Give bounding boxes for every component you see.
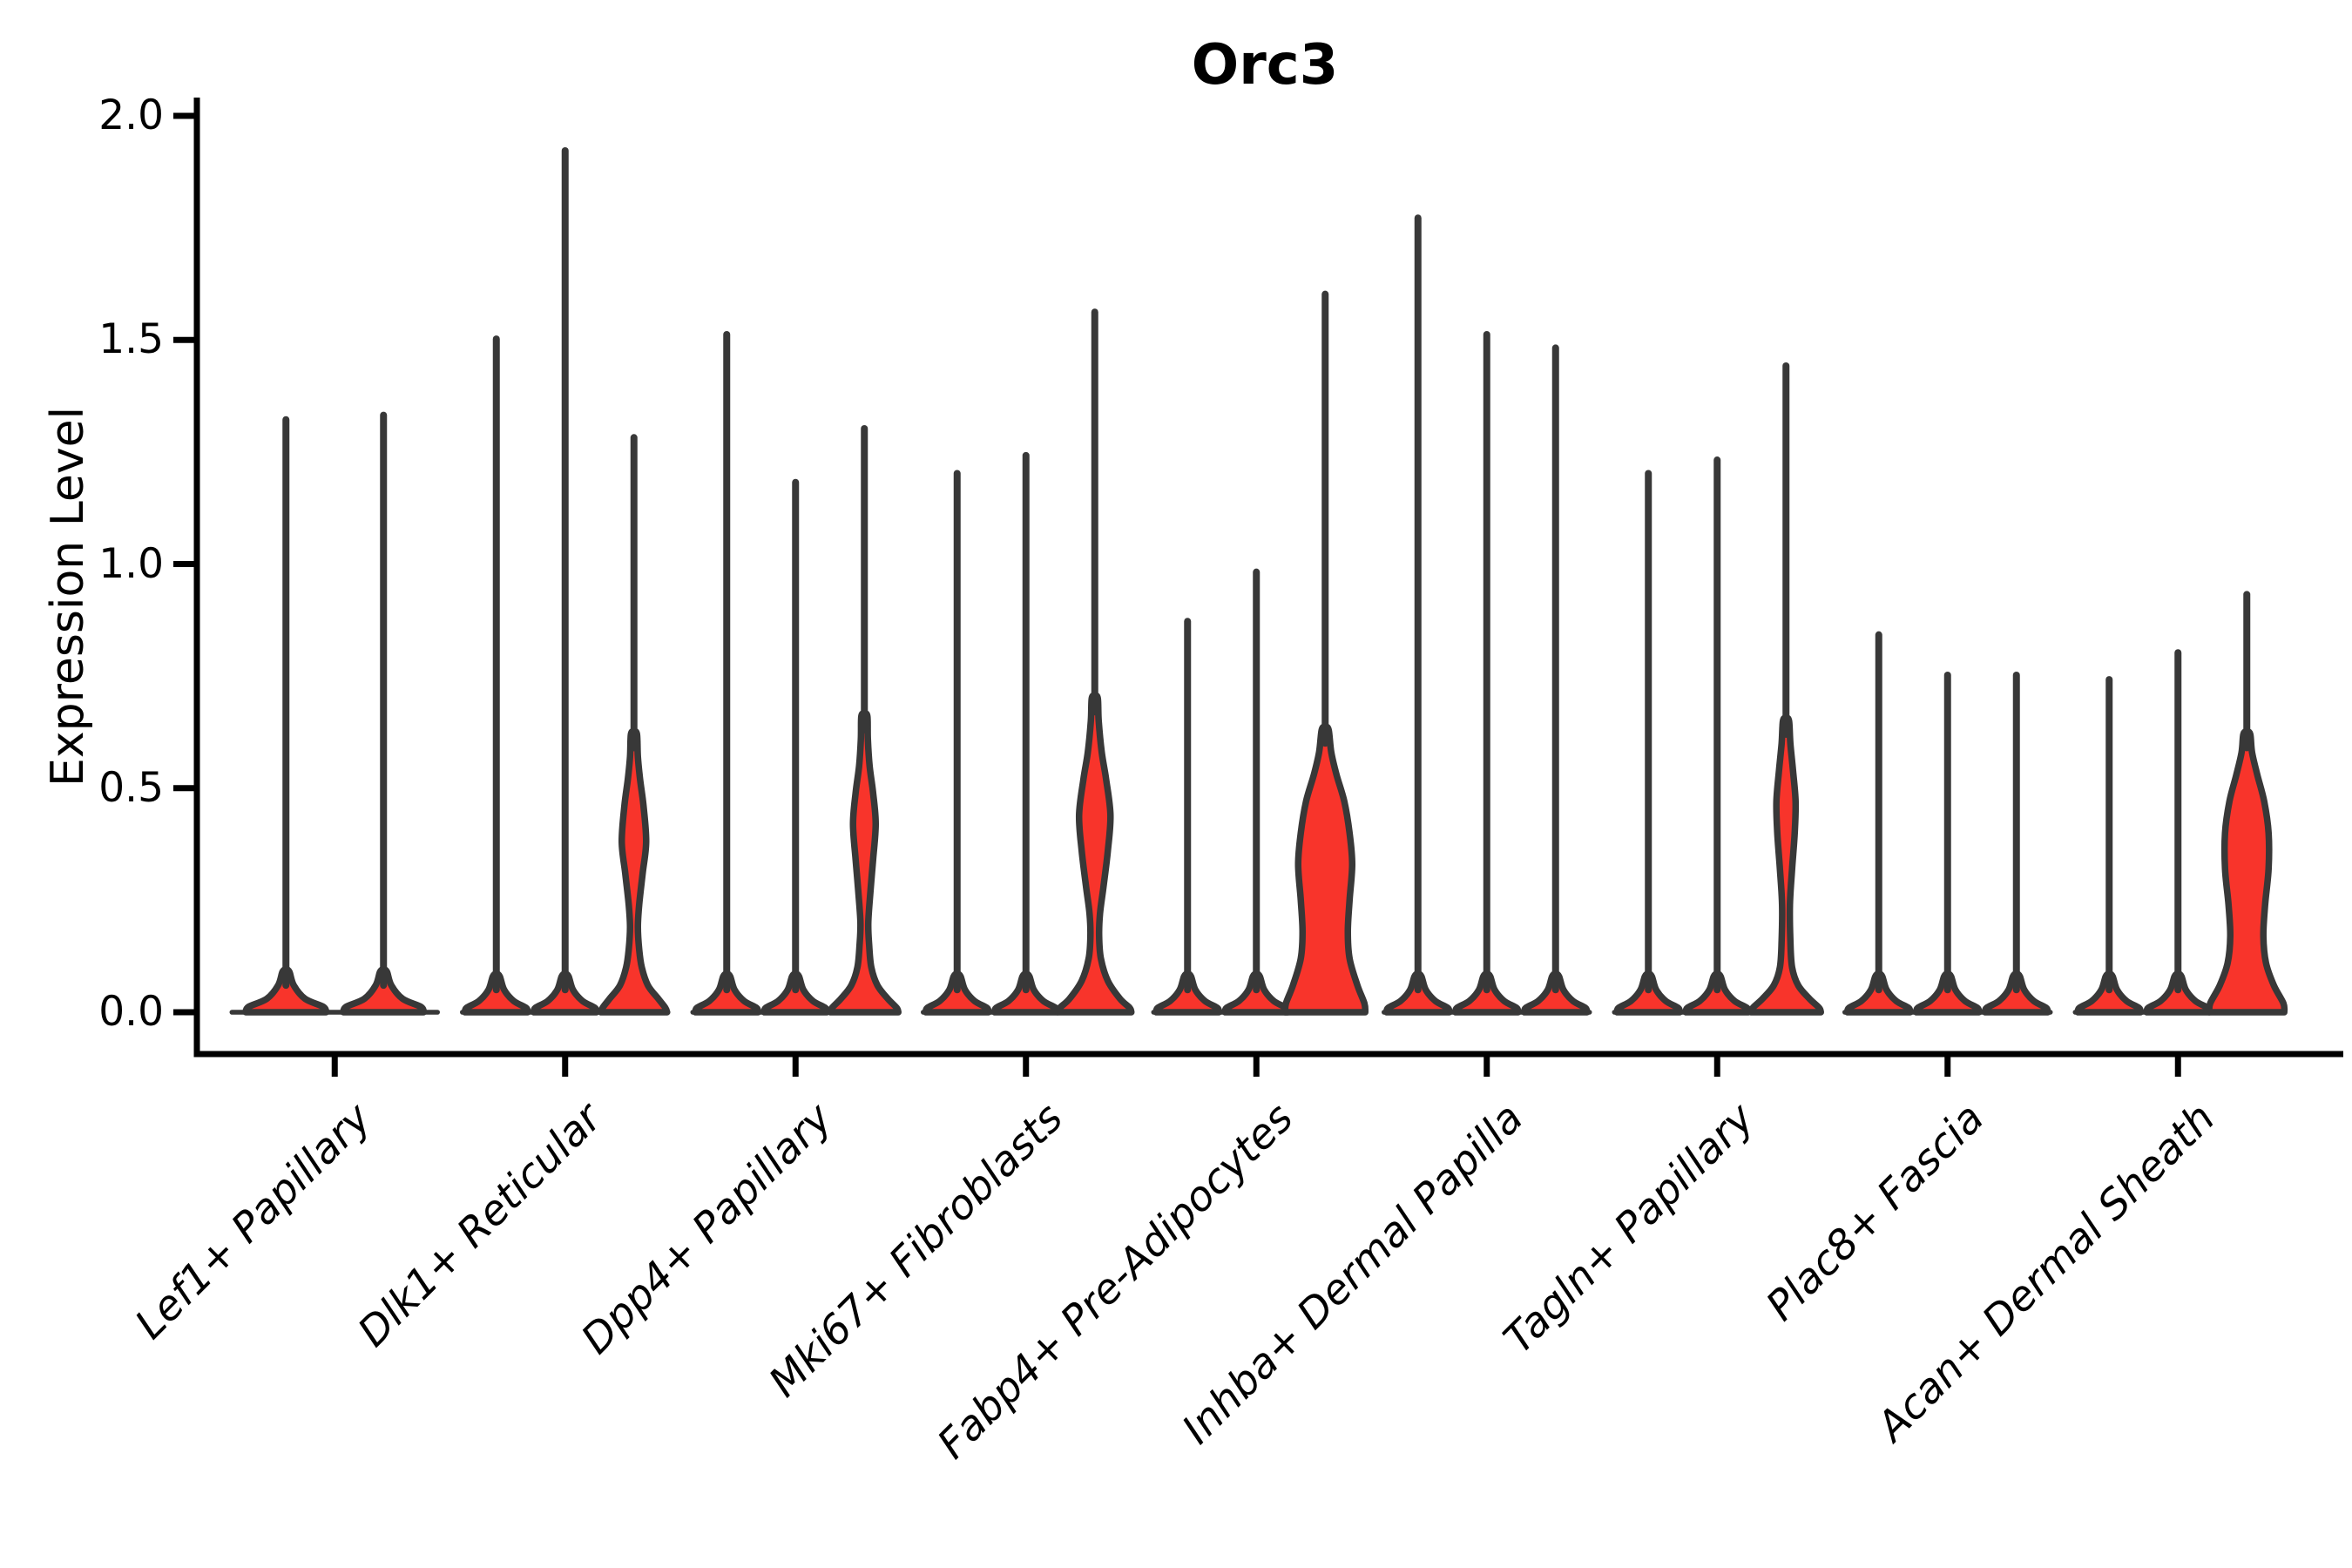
chart-title: Orc3: [1191, 33, 1339, 98]
y-tick-label: 1.0: [98, 539, 164, 588]
violin-body: [1281, 723, 1369, 1016]
y-tick-label: 0.5: [98, 763, 164, 812]
y-tick-label: 1.5: [98, 315, 164, 364]
y-tick-label: 2.0: [98, 91, 164, 139]
violin-body: [827, 710, 902, 1016]
violin-body: [2206, 728, 2288, 1016]
violin-body: [1055, 692, 1135, 1016]
violin-body: [1747, 714, 1824, 1016]
violin-body: [598, 727, 671, 1016]
y-tick-label: 0.0: [98, 988, 164, 1036]
